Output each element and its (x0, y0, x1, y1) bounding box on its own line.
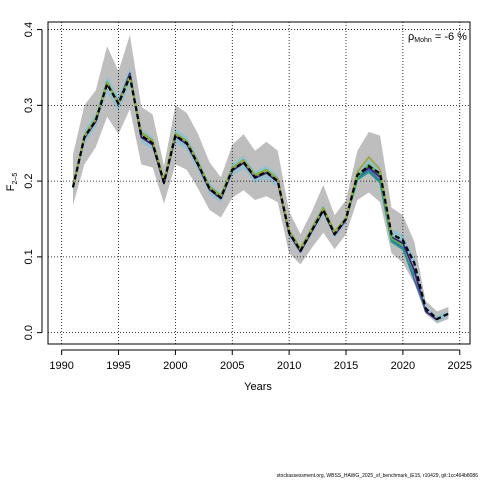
y-tick-label: 0.1 (23, 249, 35, 264)
x-tick-label: 2015 (334, 360, 358, 372)
mohn-rho-annotation: ρMohn = -6 % (408, 31, 467, 44)
x-tick-label: 2010 (277, 360, 301, 372)
y-tick-label: 0.3 (23, 98, 35, 113)
y-tick-label: 0.2 (23, 173, 35, 188)
series-line-base (71, 75, 449, 321)
y-tick-label: 0.0 (23, 325, 35, 340)
confidence-band-inner (73, 67, 449, 322)
rho-symbol: ρ (408, 31, 414, 43)
y-tick-label: 0.4 (23, 22, 35, 37)
footer-note: stockassessment.org, WBSS_HAWG_2025_sf_b… (277, 473, 479, 479)
x-tick-label: 1995 (106, 360, 130, 372)
y-axis-title-sub: 2–5 (12, 173, 19, 185)
y-axis-title: F2–5 (5, 173, 19, 192)
x-tick-label: 2025 (448, 360, 472, 372)
rho-subscript: Mohn (414, 37, 432, 44)
x-tick-label: 2000 (163, 360, 187, 372)
y-axis-title-main: F (5, 184, 17, 191)
confidence-band (73, 34, 449, 324)
x-axis: 1990 1995 2000 2005 2010 2015 2020 2025 (49, 349, 472, 372)
grid-lines (48, 22, 470, 344)
plot-frame (47, 21, 471, 345)
x-tick-label: 1990 (49, 360, 73, 372)
y-axis: 0.0 0.1 0.2 0.3 0.4 (23, 22, 43, 340)
x-tick-label: 2020 (391, 360, 415, 372)
x-axis-title: Years (244, 381, 272, 393)
series-lines (71, 72, 449, 321)
rho-value: = -6 % (432, 31, 467, 43)
x-tick-label: 2005 (220, 360, 244, 372)
